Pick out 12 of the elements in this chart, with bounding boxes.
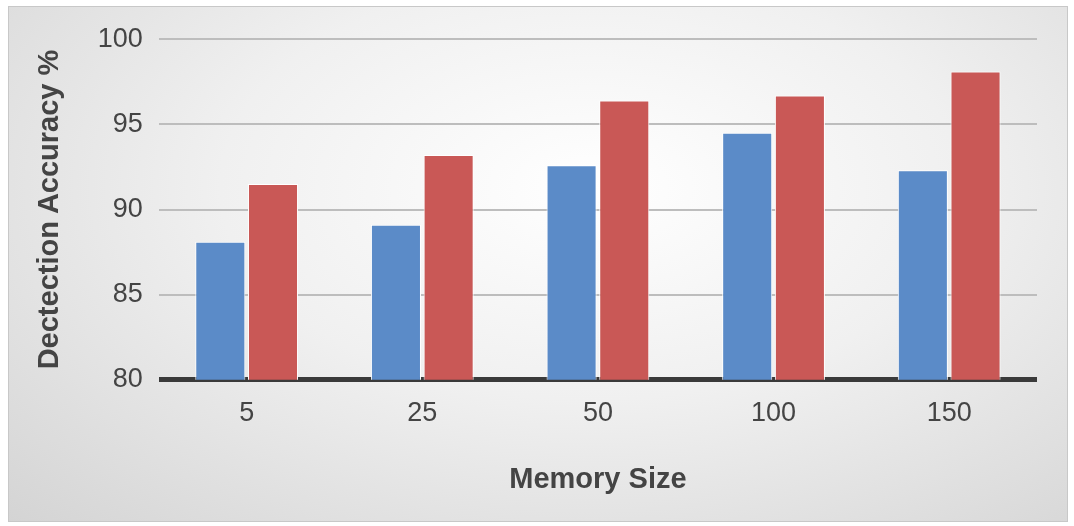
y-tick-label: 100: [97, 22, 143, 53]
y-tick-label: 85: [112, 278, 143, 309]
x-tick-label: 5: [239, 397, 255, 428]
y-tick-label: 90: [112, 192, 143, 223]
y-axis-title: Dectection Accuracy %: [32, 49, 65, 370]
x-tick-label: 50: [582, 397, 613, 428]
x-tick-label: 150: [926, 397, 972, 428]
x-tick-label: 100: [751, 397, 797, 428]
x-axis-title: Memory Size: [509, 461, 687, 494]
x-tick-label: 25: [407, 397, 438, 428]
y-tick-label: 80: [112, 363, 143, 394]
y-tick-label: 95: [112, 107, 143, 138]
